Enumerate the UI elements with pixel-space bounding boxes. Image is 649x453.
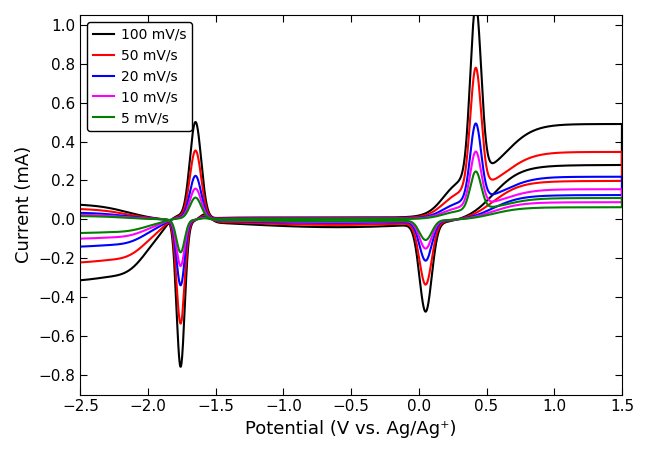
10 mV/s [606, 187, 614, 192]
5 mV/s [77, 230, 84, 236]
5 mV/s [472, 169, 480, 174]
10 mV/s [289, 216, 297, 222]
Line: 5 mV/s: 5 mV/s [80, 171, 622, 252]
100 mV/s [289, 215, 297, 220]
50 mV/s [606, 149, 614, 154]
20 mV/s [77, 210, 84, 216]
50 mV/s [134, 213, 141, 219]
Legend: 100 mV/s, 50 mV/s, 20 mV/s, 10 mV/s, 5 mV/s: 100 mV/s, 50 mV/s, 20 mV/s, 10 mV/s, 5 m… [88, 22, 191, 131]
50 mV/s [81, 260, 89, 265]
100 mV/s [606, 121, 614, 127]
5 mV/s [141, 224, 149, 230]
20 mV/s [472, 121, 480, 126]
5 mV/s [81, 230, 89, 236]
10 mV/s [177, 263, 184, 269]
20 mV/s [77, 244, 84, 249]
20 mV/s [121, 241, 129, 246]
100 mV/s [121, 270, 129, 275]
50 mV/s [472, 65, 480, 70]
5 mV/s [606, 195, 614, 201]
50 mV/s [77, 260, 84, 265]
100 mV/s [77, 202, 84, 207]
20 mV/s [134, 215, 141, 220]
20 mV/s [289, 216, 297, 221]
10 mV/s [77, 236, 84, 241]
10 mV/s [121, 233, 129, 239]
50 mV/s [141, 241, 149, 246]
Y-axis label: Current (mA): Current (mA) [15, 146, 33, 263]
10 mV/s [134, 215, 141, 221]
10 mV/s [77, 212, 84, 217]
100 mV/s [134, 212, 141, 217]
100 mV/s [141, 251, 149, 256]
5 mV/s [134, 216, 141, 221]
50 mV/s [177, 321, 184, 326]
X-axis label: Potential (V vs. Ag/Ag⁺): Potential (V vs. Ag/Ag⁺) [245, 420, 457, 438]
20 mV/s [177, 283, 184, 288]
Line: 20 mV/s: 20 mV/s [80, 124, 622, 285]
100 mV/s [472, 2, 480, 8]
10 mV/s [141, 227, 149, 233]
50 mV/s [289, 215, 297, 221]
20 mV/s [81, 244, 89, 249]
Line: 10 mV/s: 10 mV/s [80, 152, 622, 266]
Line: 100 mV/s: 100 mV/s [80, 5, 622, 367]
20 mV/s [606, 174, 614, 179]
Line: 50 mV/s: 50 mV/s [80, 67, 622, 323]
10 mV/s [81, 236, 89, 241]
100 mV/s [177, 364, 184, 370]
5 mV/s [177, 250, 184, 255]
10 mV/s [472, 149, 480, 154]
100 mV/s [77, 278, 84, 283]
100 mV/s [81, 277, 89, 283]
5 mV/s [77, 213, 84, 219]
5 mV/s [289, 216, 297, 222]
20 mV/s [141, 232, 149, 237]
5 mV/s [121, 229, 129, 234]
50 mV/s [77, 207, 84, 212]
50 mV/s [121, 254, 129, 260]
